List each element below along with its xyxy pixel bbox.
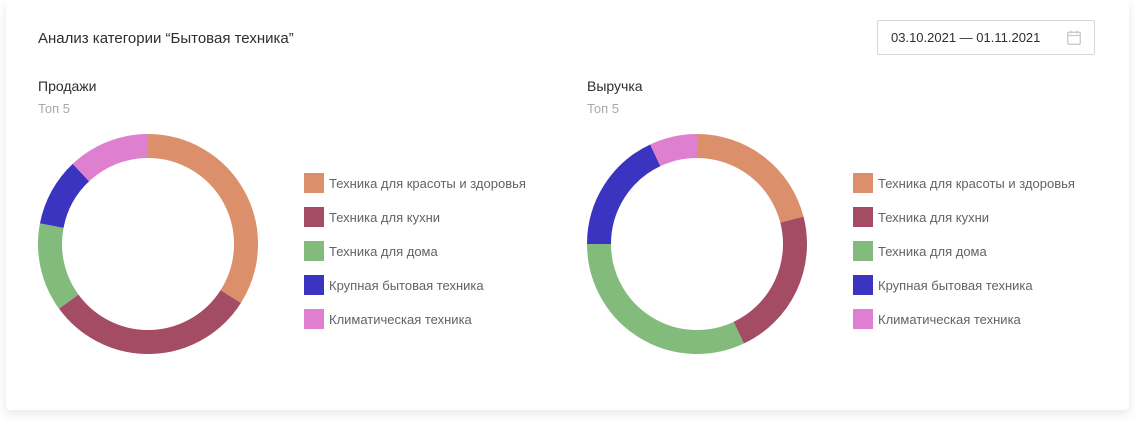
legend-swatch (304, 275, 324, 295)
revenue-legend-item[interactable]: Крупная бытовая техника (853, 268, 1075, 302)
revenue-slice-1[interactable] (696, 134, 804, 223)
sales-slice-3[interactable] (38, 223, 79, 309)
card-title: Анализ категории “Бытовая техника” (38, 30, 294, 47)
sales-slice-2[interactable] (59, 289, 241, 354)
legend-swatch (853, 309, 873, 329)
sales-legend-item[interactable]: Крупная бытовая техника (304, 268, 526, 302)
sales-legend-item[interactable]: Климатическая техника (304, 302, 526, 336)
sales-donut-chart (38, 134, 258, 354)
legend-swatch (304, 309, 324, 329)
legend-swatch (304, 173, 324, 193)
sales-legend-item[interactable]: Техника для кухни (304, 200, 526, 234)
legend-swatch (853, 275, 873, 295)
revenue-slice-3[interactable] (587, 243, 744, 354)
legend-swatch (853, 173, 873, 193)
date-range-value: 03.10.2021 — 01.11.2021 (891, 30, 1041, 45)
legend-swatch (304, 241, 324, 261)
sales-legend: Техника для красоты и здоровья Техника дл… (304, 166, 526, 336)
legend-label: Техника для красоты и здоровья (329, 175, 526, 191)
legend-label: Климатическая техника (329, 311, 472, 327)
legend-label: Климатическая техника (878, 311, 1021, 327)
legend-swatch (853, 207, 873, 227)
revenue-legend: Техника для красоты и здоровья Техника дл… (853, 166, 1075, 336)
revenue-chart-title: Выручка (587, 78, 643, 94)
legend-label: Крупная бытовая техника (329, 277, 484, 293)
sales-chart-subtitle: Топ 5 (38, 101, 71, 116)
sales-chart-section: Продажи Топ 5 Техника для красоты и здор… (38, 78, 558, 368)
legend-label: Крупная бытовая техника (878, 277, 1033, 293)
date-range-picker[interactable]: 03.10.2021 — 01.11.2021 (877, 20, 1095, 55)
legend-swatch (304, 207, 324, 227)
sales-chart-title: Продажи (38, 78, 97, 94)
legend-label: Техника для дома (329, 243, 438, 259)
calendar-icon[interactable] (1067, 30, 1081, 45)
revenue-donut-chart (587, 134, 807, 354)
category-analysis-card: Анализ категории “Бытовая техника” 03.10… (6, 0, 1129, 410)
revenue-legend-item[interactable]: Техника для кухни (853, 200, 1075, 234)
sales-legend-item[interactable]: Техника для дома (304, 234, 526, 268)
sales-slice-4[interactable] (39, 163, 90, 229)
revenue-legend-item[interactable]: Климатическая техника (853, 302, 1075, 336)
revenue-legend-item[interactable]: Техника для красоты и здоровья (853, 166, 1075, 200)
revenue-slice-2[interactable] (733, 216, 807, 344)
sales-legend-item[interactable]: Техника для красоты и здоровья (304, 166, 526, 200)
legend-label: Техника для кухни (878, 209, 990, 225)
revenue-slice-4[interactable] (587, 144, 661, 245)
legend-label: Техника для дома (878, 243, 987, 259)
revenue-slice-5[interactable] (650, 134, 698, 167)
revenue-chart-section: Выручка Топ 5 Техника для красоты и здор… (587, 78, 1107, 368)
revenue-legend-item[interactable]: Техника для дома (853, 234, 1075, 268)
legend-swatch (853, 241, 873, 261)
revenue-chart-subtitle: Топ 5 (587, 101, 620, 116)
sales-slice-1[interactable] (147, 134, 258, 303)
sales-slice-5[interactable] (72, 134, 149, 182)
legend-label: Техника для красоты и здоровья (878, 175, 1075, 191)
legend-label: Техника для кухни (329, 209, 441, 225)
